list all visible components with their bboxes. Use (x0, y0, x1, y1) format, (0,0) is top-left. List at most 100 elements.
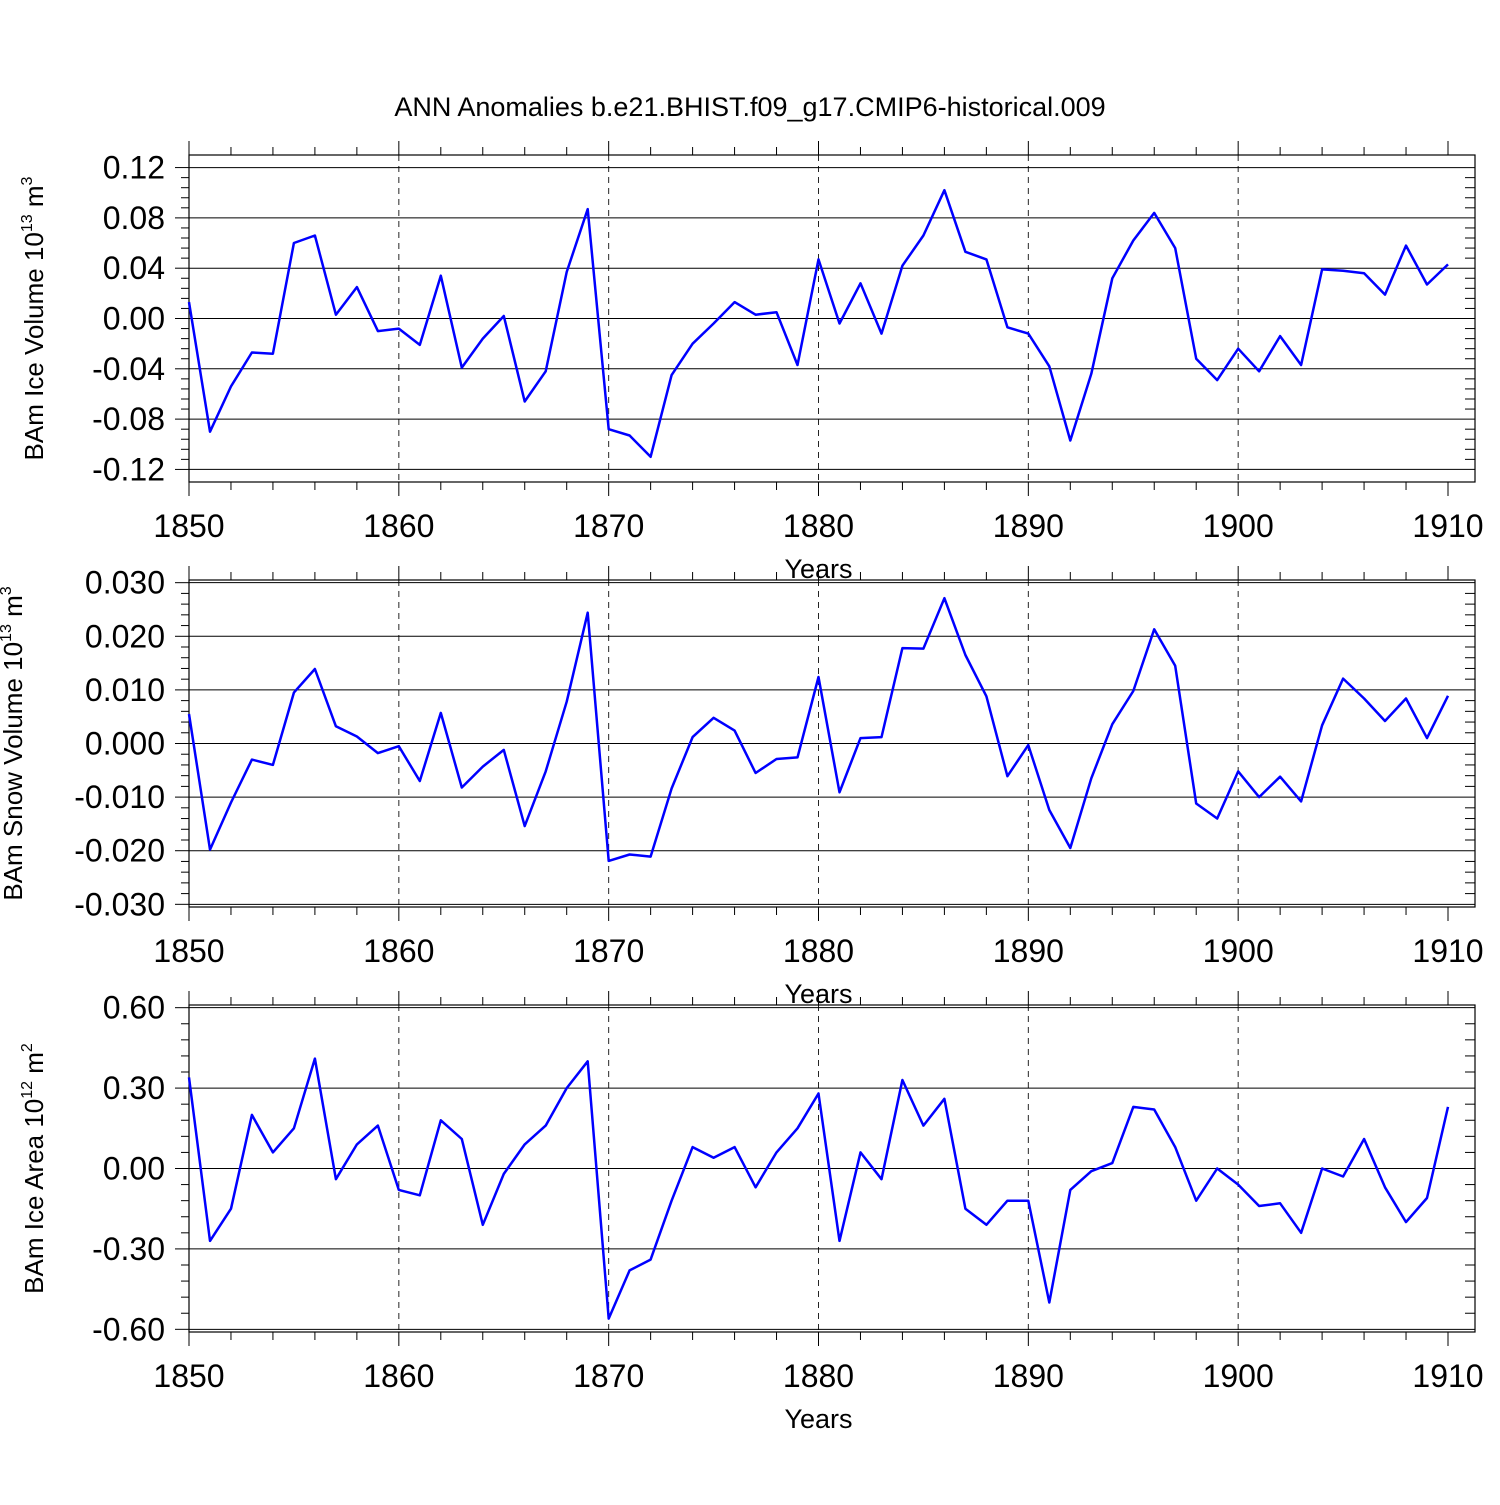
data-point (335, 1178, 337, 1180)
y-tick-label: 0.00 (103, 1151, 165, 1187)
data-point (1027, 332, 1029, 334)
data-point (880, 332, 882, 334)
data-point (943, 597, 945, 599)
data-point (1384, 1186, 1386, 1188)
y-tick-label: 0.000 (85, 726, 165, 762)
data-point (985, 1224, 987, 1226)
data-point (1069, 847, 1071, 849)
x-tick-label: 1910 (1412, 508, 1483, 544)
data-point (566, 701, 568, 703)
data-point (1090, 1170, 1092, 1172)
data-point (461, 1138, 463, 1140)
data-point (880, 736, 882, 738)
x-tick-label: 1890 (993, 1358, 1064, 1394)
data-point (1111, 277, 1113, 279)
data-point (670, 787, 672, 789)
data-point (817, 1092, 819, 1094)
data-point (482, 765, 484, 767)
x-tick-label: 1900 (1203, 1358, 1274, 1394)
data-point (1384, 293, 1386, 295)
data-point (545, 1124, 547, 1126)
x-tick-label: 1900 (1203, 933, 1274, 969)
data-point (335, 314, 337, 316)
data-point (608, 860, 610, 862)
data-point (230, 385, 232, 387)
data-point (628, 853, 630, 855)
data-point (1006, 1200, 1008, 1202)
data-point (859, 737, 861, 739)
data-point (1300, 1232, 1302, 1234)
x-axis-label: Years (784, 1404, 852, 1434)
y-tick-label: 0.12 (103, 150, 165, 186)
data-point (922, 1124, 924, 1126)
data-point (272, 353, 274, 355)
data-point (482, 337, 484, 339)
data-point (314, 668, 316, 670)
data-point (524, 1143, 526, 1145)
y-tick-label: -0.020 (74, 833, 165, 869)
data-point (1237, 348, 1239, 350)
data-point (188, 301, 190, 303)
data-point (503, 749, 505, 751)
data-point (398, 1189, 400, 1191)
y-axis-label: BAm Ice Area 1012 m2 (19, 1043, 49, 1294)
data-point (733, 1146, 735, 1148)
data-point (1153, 1108, 1155, 1110)
data-point (1090, 777, 1092, 779)
data-point (251, 351, 253, 353)
data-point (1447, 1106, 1449, 1108)
data-point (440, 275, 442, 277)
data-point (1132, 690, 1134, 692)
data-point (796, 1127, 798, 1129)
data-point (754, 314, 756, 316)
data-point (251, 758, 253, 760)
data-point (1090, 373, 1092, 375)
data-point (1279, 1202, 1281, 1204)
y-tick-label: -0.04 (92, 351, 165, 387)
data-point (1363, 272, 1365, 274)
data-point (293, 242, 295, 244)
data-point (880, 1178, 882, 1180)
data-point (356, 1143, 358, 1145)
data-point (1321, 1167, 1323, 1169)
data-point (901, 1079, 903, 1081)
data-point (1384, 720, 1386, 722)
data-point (1363, 1138, 1365, 1140)
data-point (1195, 358, 1197, 360)
data-point (649, 855, 651, 857)
data-point (1426, 1197, 1428, 1199)
data-point (1426, 283, 1428, 285)
data-point (587, 208, 589, 210)
data-series-line (187, 1057, 1450, 1320)
y-axis-label: BAm Ice Volume 1013 m3 (19, 176, 49, 460)
x-tick-label: 1880 (783, 1358, 854, 1394)
data-point (628, 434, 630, 436)
data-point (901, 265, 903, 267)
data-point (1237, 770, 1239, 772)
data-point (733, 729, 735, 731)
data-point (209, 1240, 211, 1242)
data-point (1426, 737, 1428, 739)
data-point (461, 366, 463, 368)
data-point (314, 234, 316, 236)
data-point (251, 1114, 253, 1116)
data-point (775, 311, 777, 313)
data-point (1048, 809, 1050, 811)
data-point (796, 756, 798, 758)
data-point (754, 1186, 756, 1188)
x-tick-label: 1850 (153, 508, 224, 544)
chart-panel-3: 1850 1860 1870 1880 1890 1900 1910 -0.60 -0.30 0.… (19, 990, 1484, 1434)
data-point (1174, 665, 1176, 667)
data-point (419, 344, 421, 346)
data-point (796, 364, 798, 366)
x-tick-label: 1850 (153, 1358, 224, 1394)
data-point (1027, 744, 1029, 746)
data-point (691, 736, 693, 738)
data-point (1153, 628, 1155, 630)
data-point (1195, 802, 1197, 804)
data-point (230, 801, 232, 803)
data-point (964, 251, 966, 253)
chart-panel-1: 1850 1860 1870 1880 1890 1900 1910 -0.12 -0.08 -0… (19, 141, 1484, 584)
data-point (1342, 270, 1344, 272)
